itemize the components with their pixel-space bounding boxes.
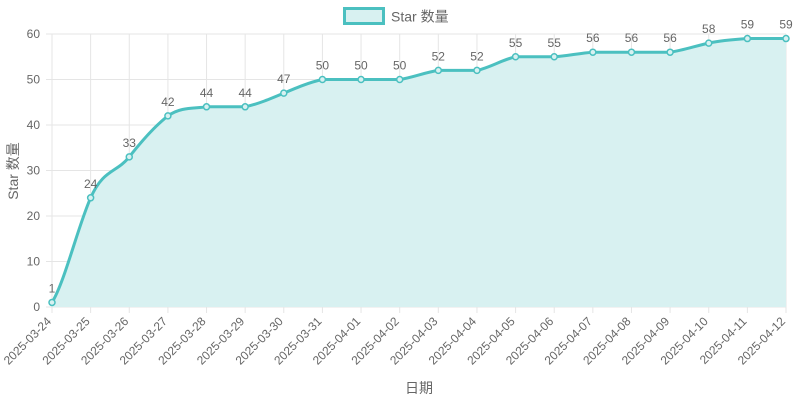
- legend-swatch[interactable]: [343, 7, 385, 25]
- y-tick-label: 40: [27, 118, 41, 132]
- data-label: 50: [316, 59, 330, 73]
- y-tick-label: 50: [27, 73, 41, 87]
- data-point[interactable]: [782, 34, 790, 43]
- data-point[interactable]: [280, 89, 288, 97]
- data-point[interactable]: [589, 48, 597, 56]
- data-point[interactable]: [164, 112, 172, 120]
- data-point[interactable]: [704, 39, 713, 47]
- data-label: 50: [393, 59, 407, 73]
- data-point[interactable]: [125, 153, 134, 161]
- data-label: 59: [741, 18, 755, 32]
- legend-label[interactable]: Star 数量: [391, 9, 449, 25]
- data-label: 56: [663, 31, 677, 45]
- data-point[interactable]: [357, 75, 365, 84]
- data-point[interactable]: [202, 103, 211, 111]
- data-label: 52: [470, 49, 484, 63]
- data-point[interactable]: [434, 66, 443, 75]
- data-label: 42: [161, 95, 175, 109]
- data-point[interactable]: [666, 48, 674, 56]
- data-point[interactable]: [627, 48, 636, 56]
- data-label: 55: [509, 36, 523, 50]
- data-label: 44: [238, 86, 252, 100]
- data-point[interactable]: [511, 53, 520, 61]
- y-tick-label: 20: [27, 209, 41, 223]
- data-label: 47: [277, 72, 291, 86]
- legend[interactable]: Star 数量: [343, 7, 449, 25]
- series-line: [50, 37, 786, 304]
- data-label: 56: [625, 31, 639, 45]
- x-axis-ticks: 2025-03-242025-03-252025-03-262025-03-27…: [1, 314, 789, 368]
- y-tick-label: 0: [33, 300, 40, 314]
- data-point[interactable]: [473, 66, 481, 75]
- data-point[interactable]: [743, 34, 752, 43]
- data-labels: 1 24 33 42 44 44 47 50 50 50 52 52 55 55 56 56 56 58 59 59: [49, 18, 793, 296]
- data-label: 50: [354, 59, 368, 73]
- series-area-fill: [52, 38, 786, 308]
- data-point[interactable]: [86, 194, 95, 202]
- data-label: 44: [200, 86, 214, 100]
- data-point[interactable]: [241, 103, 249, 111]
- data-point[interactable]: [48, 298, 56, 307]
- data-label: 58: [702, 22, 716, 36]
- y-tick-label: 60: [27, 27, 41, 41]
- data-label: 59: [779, 18, 793, 32]
- data-label: 52: [432, 49, 446, 63]
- data-point[interactable]: [550, 53, 558, 61]
- y-axis-ticks: 0 10 20 30 40 50 60: [27, 27, 41, 314]
- data-label: 1: [49, 281, 56, 295]
- data-point[interactable]: [395, 75, 404, 84]
- y-tick-label: 10: [27, 255, 41, 269]
- data-label: 56: [586, 31, 600, 45]
- data-points: [48, 34, 790, 307]
- y-axis-title: Star 数量: [5, 142, 21, 200]
- data-label: 55: [548, 36, 562, 50]
- data-label: 33: [123, 136, 137, 150]
- data-label: 24: [84, 177, 98, 191]
- x-axis-title: 日期: [405, 380, 433, 396]
- y-tick-label: 30: [27, 164, 41, 178]
- data-point[interactable]: [318, 75, 327, 84]
